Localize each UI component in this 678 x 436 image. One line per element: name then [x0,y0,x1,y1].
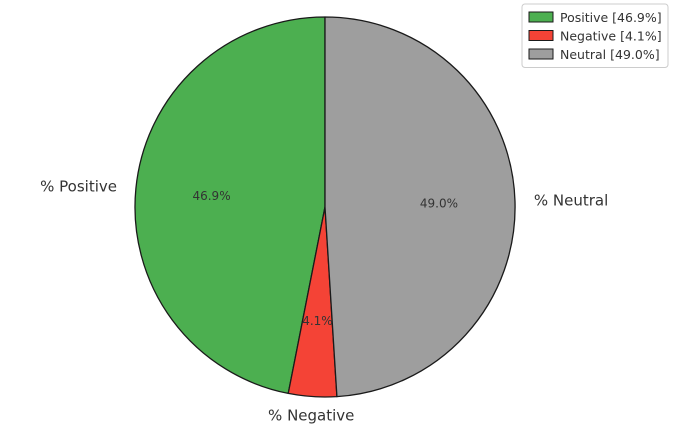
slices-layer [134,16,516,398]
legend-entry-negative: Negative [4.1%] [560,29,662,44]
category-label-neutral: % Neutral [534,191,608,209]
legend: Positive [46.9%] Negative [4.1%] Neutral [… [521,3,669,68]
legend-entry-neutral: Neutral [49.0%] [560,47,660,62]
legend-frame [521,3,669,68]
pie-slice-positive [134,16,326,395]
percent-label-neutral: 49.0% [420,196,458,210]
percent-label-positive: 46.9% [192,189,230,203]
legend-swatch-neutral [528,48,554,60]
category-label-negative: % Negative [268,407,354,425]
percent-labels-layer: 46.9% 4.1% 49.0% [192,189,458,328]
legend-swatch-positive [528,11,554,23]
legend-swatch-negative [528,30,554,41]
pie-slice-neutral [324,16,516,398]
outer-labels-layer: % Positive % Negative % Neutral [40,178,608,425]
category-label-positive: % Positive [40,178,117,196]
percent-label-negative: 4.1% [302,314,333,328]
legend-entry-positive: Positive [46.9%] [560,10,662,25]
